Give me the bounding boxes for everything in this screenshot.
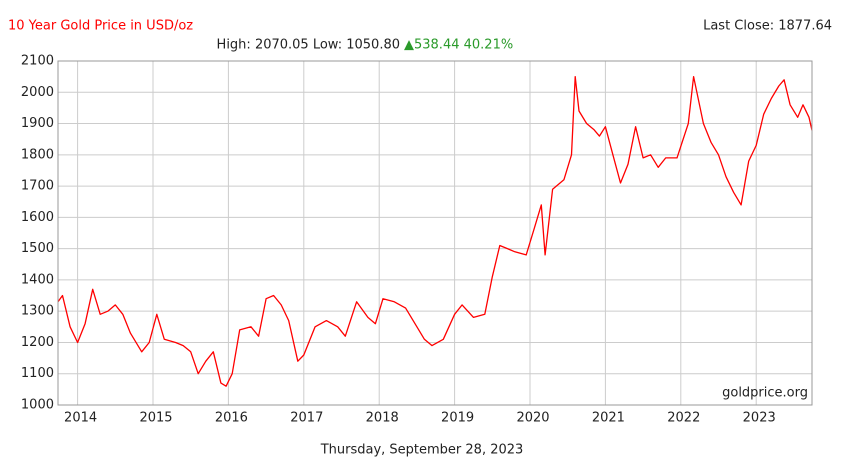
y-tick-label: 1600 <box>21 210 54 225</box>
y-tick-label: 1200 <box>21 335 54 350</box>
x-tick-label: 2020 <box>516 411 549 426</box>
x-tick-label: 2022 <box>667 411 700 426</box>
stats: High: 2070.05 Low: 1050.80 <box>217 38 400 53</box>
y-tick-label: 2100 <box>21 54 54 69</box>
y-tick-label: 1700 <box>21 179 54 194</box>
x-tick-label: 2021 <box>592 411 625 426</box>
x-tick-label: 2016 <box>215 411 248 426</box>
x-tick-label: 2019 <box>441 411 474 426</box>
y-tick-label: 1300 <box>21 304 54 319</box>
date: Thursday, September 28, 2023 <box>320 443 524 458</box>
y-tick-label: 1500 <box>21 241 54 256</box>
y-tick-label: 1000 <box>21 398 54 413</box>
plot-area <box>57 60 813 406</box>
x-tick-label: 2017 <box>290 411 323 426</box>
plot-border <box>57 60 813 406</box>
y-tick-label: 1800 <box>21 147 54 162</box>
x-tick-label: 2014 <box>64 411 97 426</box>
last-close: Last Close: 1877.64 <box>703 19 832 34</box>
y-tick-label: 1900 <box>21 116 54 131</box>
x-tick-label: 2015 <box>139 411 172 426</box>
y-tick-label: 1100 <box>21 366 54 381</box>
y-tick-label: 1400 <box>21 272 54 287</box>
x-tick-label: 2018 <box>366 411 399 426</box>
y-tick-label: 2000 <box>21 85 54 100</box>
source: goldprice.org <box>722 386 808 401</box>
change: ▲538.44 40.21% <box>404 38 513 53</box>
x-tick-label: 2023 <box>743 411 776 426</box>
chart-title: 10 Year Gold Price in USD/oz <box>8 19 193 34</box>
price-line <box>57 75 813 387</box>
